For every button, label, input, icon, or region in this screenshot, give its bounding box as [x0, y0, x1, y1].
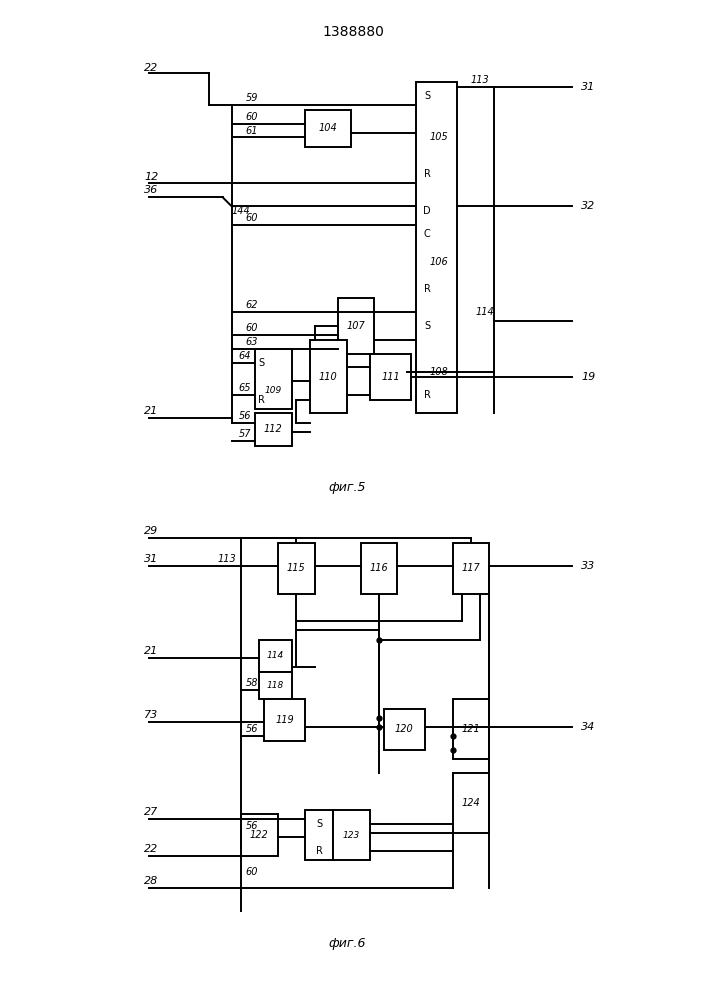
Text: R: R: [316, 846, 322, 856]
Text: S: S: [316, 819, 322, 829]
Text: 112: 112: [264, 424, 283, 434]
Text: 62: 62: [245, 300, 258, 310]
Text: R: R: [423, 284, 431, 294]
Bar: [278, 543, 315, 594]
Bar: [452, 699, 489, 759]
Text: 107: 107: [346, 321, 366, 331]
Bar: [370, 354, 411, 400]
Bar: [255, 413, 291, 446]
Text: 60: 60: [245, 867, 258, 877]
Text: 123: 123: [343, 831, 360, 840]
Text: 110: 110: [319, 372, 338, 382]
Text: 12: 12: [144, 172, 158, 182]
Text: 32: 32: [581, 201, 595, 211]
Bar: [384, 709, 425, 750]
Text: 118: 118: [267, 681, 284, 690]
Text: 56: 56: [245, 821, 258, 831]
Text: D: D: [423, 206, 431, 216]
Text: 21: 21: [144, 646, 158, 656]
Text: 144: 144: [232, 206, 250, 216]
Text: 64: 64: [239, 351, 251, 361]
Text: 104: 104: [319, 123, 338, 133]
Text: 122: 122: [250, 830, 269, 840]
Bar: [337, 298, 375, 354]
Text: 111: 111: [381, 372, 400, 382]
Text: 105: 105: [429, 132, 448, 142]
Text: 113: 113: [471, 75, 489, 85]
Text: 114: 114: [267, 651, 284, 660]
Text: C: C: [424, 229, 431, 239]
Text: 109: 109: [264, 386, 282, 395]
Text: 31: 31: [144, 554, 158, 564]
Text: 115: 115: [287, 563, 305, 573]
Text: 60: 60: [245, 112, 258, 122]
Text: 73: 73: [144, 710, 158, 720]
Bar: [241, 814, 278, 856]
Text: 108: 108: [429, 367, 448, 377]
Text: 33: 33: [581, 561, 595, 571]
Bar: [421, 87, 452, 188]
Text: 65: 65: [239, 383, 251, 393]
Text: 29: 29: [144, 526, 158, 536]
Text: S: S: [259, 358, 264, 368]
Text: фиг.5: фиг.5: [328, 481, 366, 493]
Text: 60: 60: [245, 323, 258, 333]
Text: 19: 19: [581, 372, 595, 382]
Text: 1388880: 1388880: [322, 25, 385, 39]
Text: R: R: [423, 169, 431, 179]
Text: R: R: [258, 395, 265, 405]
Text: 59: 59: [245, 93, 258, 103]
Text: 113: 113: [218, 554, 237, 564]
Text: 58: 58: [245, 678, 258, 688]
Text: S: S: [424, 91, 431, 101]
Bar: [305, 110, 351, 147]
Text: 36: 36: [144, 185, 158, 195]
Text: 56: 56: [239, 411, 251, 421]
Text: 22: 22: [144, 63, 158, 73]
Bar: [421, 317, 452, 409]
Text: 27: 27: [144, 807, 158, 817]
Bar: [452, 543, 489, 594]
Bar: [416, 82, 457, 413]
Text: 31: 31: [581, 82, 595, 92]
Bar: [310, 340, 346, 413]
Text: 28: 28: [144, 876, 158, 886]
Text: 22: 22: [144, 844, 158, 854]
Text: 106: 106: [429, 257, 448, 267]
Text: 121: 121: [462, 724, 480, 734]
Bar: [361, 543, 397, 594]
Text: 63: 63: [245, 337, 258, 347]
Text: 124: 124: [462, 798, 480, 808]
Bar: [259, 672, 291, 699]
Bar: [305, 810, 333, 860]
Text: S: S: [424, 321, 431, 331]
Bar: [255, 349, 291, 409]
Text: 34: 34: [581, 722, 595, 732]
Text: 61: 61: [245, 125, 258, 135]
Bar: [264, 699, 305, 741]
Text: 56: 56: [245, 724, 258, 734]
Bar: [421, 202, 452, 303]
Text: R: R: [423, 390, 431, 400]
Text: 116: 116: [370, 563, 388, 573]
Bar: [452, 773, 489, 833]
Text: 120: 120: [395, 724, 414, 734]
Text: 114: 114: [475, 307, 494, 317]
Text: 119: 119: [275, 715, 294, 725]
Text: 117: 117: [462, 563, 480, 573]
Bar: [333, 810, 370, 860]
Bar: [259, 640, 291, 672]
Text: 21: 21: [144, 406, 158, 416]
Text: 57: 57: [239, 429, 251, 439]
Text: 60: 60: [245, 213, 258, 223]
Text: фиг.6: фиг.6: [328, 937, 366, 950]
